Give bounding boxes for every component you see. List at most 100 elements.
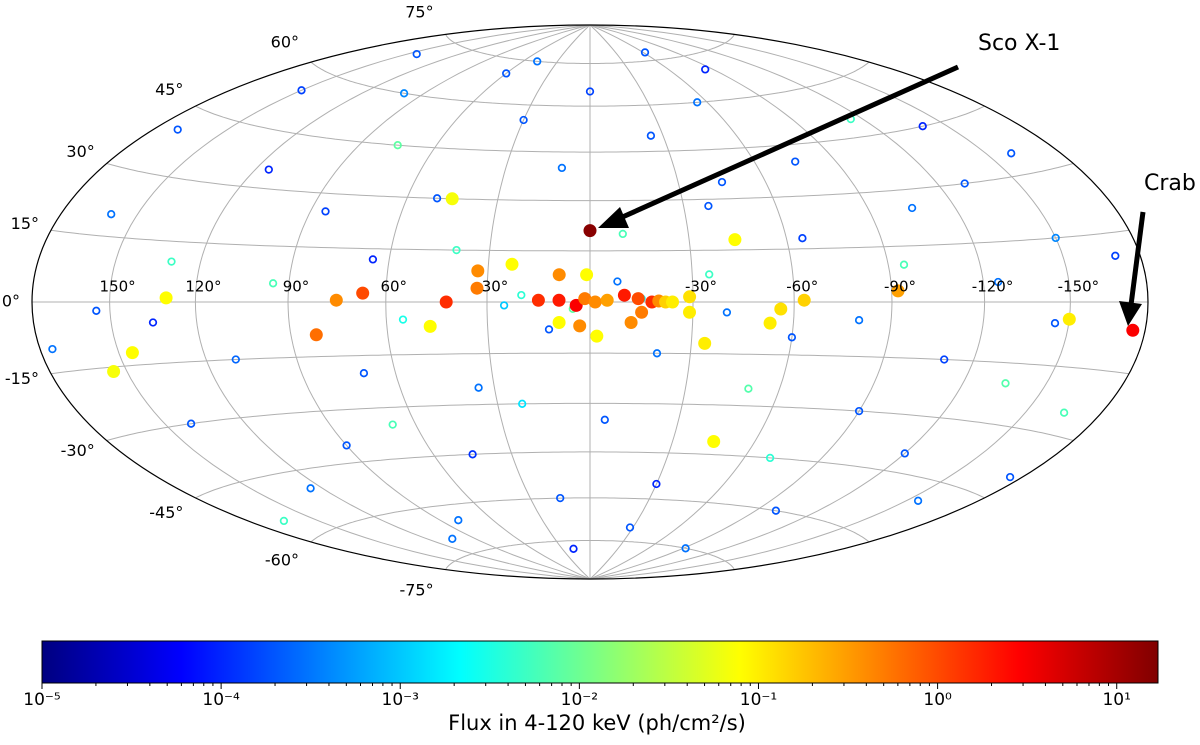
source: [399, 89, 409, 98]
source: [1001, 379, 1010, 388]
colorbar-label: Flux in 4-120 keV (ph/cm²/s): [448, 711, 746, 735]
source: [631, 292, 645, 306]
source: [681, 544, 690, 553]
source: [533, 57, 542, 66]
x-tick-label: -120°: [972, 278, 1014, 296]
source: [918, 122, 927, 131]
source: [388, 420, 397, 429]
y-tick-label: 15°: [11, 214, 39, 233]
source: [186, 419, 196, 428]
source: [652, 479, 661, 489]
source: [765, 453, 775, 463]
source: [48, 344, 57, 354]
source: [613, 277, 622, 286]
source: [787, 333, 797, 342]
annotation-arrowhead: [1119, 301, 1142, 326]
grid-line: [50, 229, 1130, 252]
source: [635, 305, 649, 319]
colorbar-tick-label: 10⁻⁴: [202, 690, 240, 710]
colorbar-tick-label: 10⁰: [923, 690, 952, 710]
source: [707, 435, 721, 448]
points: [48, 48, 1140, 553]
source: [704, 201, 713, 211]
source: [279, 516, 289, 526]
grid-line: [106, 402, 1074, 441]
source: [264, 165, 273, 174]
source: [505, 257, 519, 271]
annotation-arrow: [616, 64, 960, 222]
source: [306, 484, 315, 493]
source: [452, 245, 461, 255]
source: [454, 516, 463, 525]
map-outline: [31, 24, 1149, 580]
source: [899, 260, 909, 269]
source: [423, 319, 437, 333]
x-tick-label: 30°: [482, 278, 509, 296]
annotation: Sco X-1: [978, 31, 1060, 56]
source: [693, 98, 702, 107]
source: [1111, 251, 1120, 260]
source: [445, 192, 459, 206]
grid-line: [445, 34, 735, 64]
y-tick-label: 75°: [405, 3, 433, 22]
y-tick-label: -45°: [149, 503, 183, 522]
colorbar-tick-label: 10¹: [1102, 690, 1130, 710]
source: [791, 157, 800, 166]
source: [624, 316, 638, 329]
grid-line: [195, 105, 985, 153]
x-tick-label: 120°: [185, 278, 221, 296]
source: [92, 306, 101, 315]
source: [359, 369, 369, 378]
source: [774, 302, 788, 316]
y-tick-label: 0°: [2, 292, 20, 311]
source: [1007, 149, 1016, 158]
annotation-arrow: [1128, 211, 1146, 306]
source: [531, 293, 545, 307]
source: [698, 336, 712, 350]
source: [297, 86, 306, 95]
source: [891, 284, 905, 298]
source: [590, 329, 604, 343]
annotation-arrowhead: [598, 207, 629, 228]
x-tick-label: 90°: [283, 278, 310, 296]
source: [159, 291, 173, 305]
source: [557, 163, 567, 173]
source: [471, 264, 485, 278]
source: [583, 224, 597, 238]
source: [107, 210, 116, 219]
y-tick-label: -30°: [61, 441, 95, 460]
source: [321, 207, 330, 216]
source: [329, 293, 343, 307]
source: [640, 48, 650, 57]
source: [1051, 233, 1060, 243]
grid-line: [50, 352, 1130, 375]
x-tick-label: -90°: [884, 278, 916, 296]
source: [474, 383, 483, 392]
colorbar: [41, 640, 1159, 684]
grid-line: [195, 451, 985, 499]
source: [705, 270, 714, 279]
source: [552, 316, 566, 329]
labels: 150° 120° 90° 60° 30° -30° -60° -90° -120° -150° 7…: [2, 3, 1099, 600]
source: [744, 384, 753, 393]
source: [231, 355, 240, 364]
source: [1062, 312, 1076, 326]
source: [683, 290, 697, 304]
source: [652, 349, 662, 358]
source: [913, 496, 923, 505]
source: [432, 194, 442, 203]
source: [993, 277, 1003, 287]
y-tick-label: 45°: [155, 80, 183, 99]
source: [701, 65, 710, 74]
grid-line: [445, 540, 735, 570]
y-tick-label: 30°: [66, 142, 94, 161]
source: [625, 523, 635, 532]
source: [600, 293, 614, 307]
x-tick-label: 150°: [100, 278, 136, 296]
source: [368, 255, 378, 264]
source: [854, 406, 864, 416]
y-tick-label: 60°: [271, 33, 299, 52]
source: [798, 234, 807, 243]
y-tick-label: -75°: [399, 580, 433, 599]
